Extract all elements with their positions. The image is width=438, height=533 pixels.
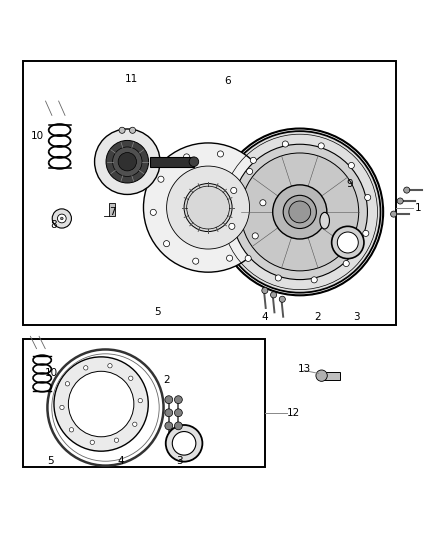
- Circle shape: [219, 131, 381, 293]
- Circle shape: [108, 364, 112, 368]
- Ellipse shape: [320, 212, 329, 229]
- Text: 6: 6: [224, 76, 231, 86]
- Circle shape: [241, 153, 359, 271]
- Circle shape: [275, 275, 281, 281]
- Circle shape: [133, 422, 137, 426]
- Circle shape: [391, 211, 397, 217]
- Circle shape: [184, 183, 232, 231]
- Text: 3: 3: [177, 456, 183, 466]
- Circle shape: [262, 287, 268, 294]
- Circle shape: [84, 366, 88, 370]
- Bar: [110, 203, 115, 216]
- Circle shape: [282, 141, 288, 147]
- Circle shape: [245, 255, 251, 261]
- Circle shape: [397, 198, 403, 204]
- Circle shape: [54, 357, 148, 451]
- Circle shape: [273, 185, 327, 239]
- Text: 8: 8: [50, 220, 57, 230]
- Circle shape: [279, 296, 286, 302]
- Circle shape: [260, 200, 266, 206]
- Bar: [22, 338, 265, 467]
- Text: 10: 10: [31, 131, 44, 141]
- Circle shape: [231, 188, 237, 193]
- Text: 3: 3: [353, 312, 360, 322]
- Text: 11: 11: [125, 74, 138, 84]
- Circle shape: [247, 168, 253, 174]
- Circle shape: [226, 255, 233, 261]
- Circle shape: [311, 277, 317, 283]
- Circle shape: [69, 427, 74, 432]
- Circle shape: [65, 382, 70, 386]
- Circle shape: [174, 395, 182, 403]
- Circle shape: [232, 144, 367, 280]
- Circle shape: [144, 143, 273, 272]
- Circle shape: [130, 127, 136, 133]
- Circle shape: [174, 409, 182, 417]
- Bar: [22, 61, 396, 326]
- Circle shape: [95, 129, 160, 195]
- Bar: [321, 372, 340, 379]
- Text: 2: 2: [163, 375, 170, 385]
- Circle shape: [119, 127, 125, 133]
- Circle shape: [217, 151, 223, 157]
- Circle shape: [250, 157, 256, 164]
- Circle shape: [318, 143, 324, 149]
- Circle shape: [166, 166, 250, 249]
- Circle shape: [52, 209, 71, 228]
- Circle shape: [57, 214, 66, 223]
- Circle shape: [165, 395, 173, 403]
- Text: 9: 9: [346, 179, 353, 189]
- Circle shape: [60, 217, 63, 220]
- Text: 1: 1: [414, 203, 421, 213]
- Circle shape: [68, 372, 134, 437]
- Circle shape: [174, 422, 182, 430]
- Circle shape: [138, 399, 142, 403]
- Circle shape: [113, 147, 142, 176]
- Circle shape: [229, 223, 235, 229]
- Circle shape: [165, 409, 173, 417]
- Circle shape: [189, 157, 199, 166]
- Circle shape: [364, 195, 371, 200]
- Circle shape: [193, 258, 199, 264]
- Circle shape: [172, 432, 196, 455]
- Circle shape: [348, 163, 354, 168]
- Circle shape: [118, 152, 137, 171]
- Text: 12: 12: [286, 408, 300, 418]
- Circle shape: [404, 187, 410, 193]
- Circle shape: [166, 425, 202, 462]
- Text: 5: 5: [48, 456, 54, 466]
- Circle shape: [114, 438, 119, 442]
- Circle shape: [150, 209, 156, 215]
- Circle shape: [337, 232, 358, 253]
- Text: 10: 10: [44, 368, 57, 378]
- Circle shape: [316, 370, 327, 381]
- Circle shape: [252, 233, 258, 239]
- Circle shape: [283, 195, 316, 229]
- Circle shape: [90, 440, 95, 445]
- Circle shape: [163, 240, 170, 247]
- Text: 2: 2: [314, 312, 321, 322]
- Circle shape: [129, 376, 133, 381]
- Circle shape: [289, 201, 311, 223]
- Text: 4: 4: [261, 312, 268, 322]
- Circle shape: [271, 292, 277, 298]
- Circle shape: [165, 422, 173, 430]
- Text: 4: 4: [117, 456, 124, 466]
- Circle shape: [363, 230, 369, 237]
- Text: 7: 7: [109, 207, 115, 217]
- Circle shape: [158, 176, 164, 182]
- Circle shape: [343, 261, 349, 266]
- Text: 5: 5: [155, 308, 161, 317]
- Bar: [150, 157, 194, 166]
- Circle shape: [184, 154, 190, 160]
- Circle shape: [60, 405, 64, 410]
- Circle shape: [332, 227, 364, 259]
- Text: 13: 13: [297, 364, 311, 374]
- Circle shape: [106, 140, 148, 183]
